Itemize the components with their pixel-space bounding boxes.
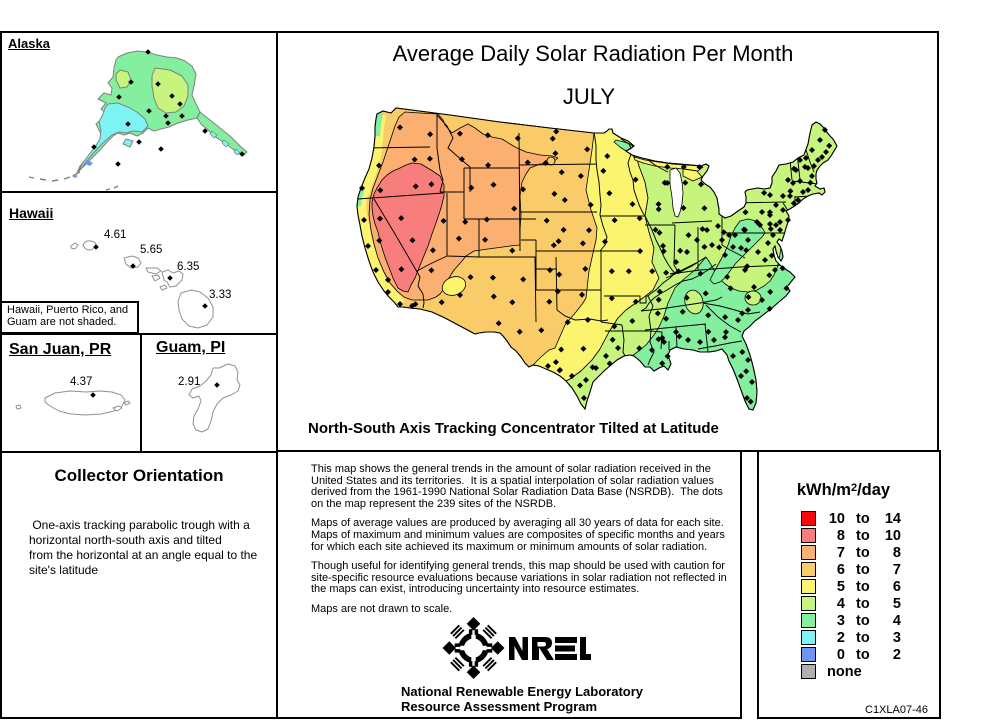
- svg-text:5.65: 5.65: [140, 244, 162, 256]
- svg-text:6.35: 6.35: [177, 261, 199, 273]
- svg-text:2.91: 2.91: [178, 376, 200, 388]
- svg-text:3.33: 3.33: [209, 289, 231, 301]
- svg-text:4.37: 4.37: [70, 376, 92, 388]
- svg-text:4.61: 4.61: [104, 229, 126, 241]
